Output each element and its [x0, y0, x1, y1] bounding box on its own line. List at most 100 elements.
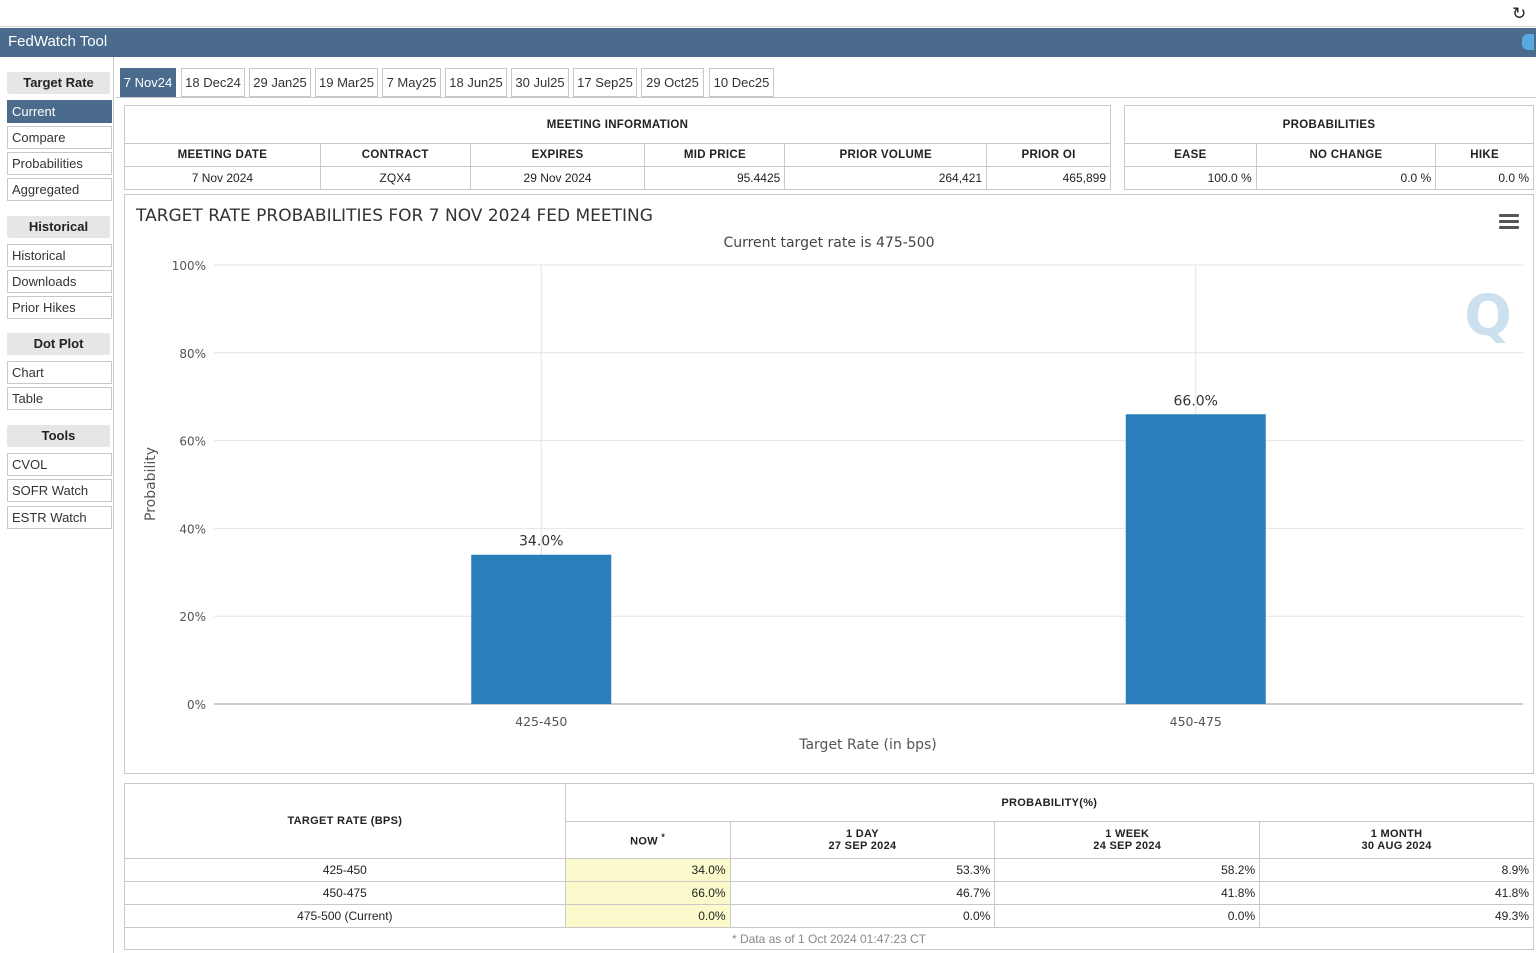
twitter-icon[interactable] — [1522, 34, 1534, 50]
chart-title: TARGET RATE PROBABILITIES FOR 7 NOV 2024… — [135, 206, 653, 226]
meeting-info-caption: MEETING INFORMATION — [124, 105, 1111, 144]
sidebar-item-sofr-watch[interactable]: SOFR Watch — [7, 479, 112, 502]
now-cell: 0.0% — [564, 904, 731, 928]
tab-meeting[interactable]: 10 Dec25 — [709, 68, 774, 97]
browser-strip: ↻ — [0, 0, 1536, 27]
tab-meeting[interactable]: 29 Jan25 — [249, 68, 311, 97]
col-header-1day: 1 DAY 27 SEP 2024 — [729, 821, 996, 859]
prior-volume-value: 264,421 — [784, 166, 988, 190]
tab-meeting[interactable]: 7 Nov24 — [120, 68, 176, 97]
sidebar-item-aggregated[interactable]: Aggregated — [7, 178, 112, 201]
probabilities-caption: PROBABILITIES — [1124, 105, 1534, 144]
col-label: 1 DAY — [846, 828, 879, 840]
target-rate-header: TARGET RATE (BPS) — [124, 783, 566, 859]
value-cell: 8.9% — [1259, 858, 1534, 882]
col-header-now: NOW * — [564, 821, 731, 859]
sidebar-item-estr-watch[interactable]: ESTR Watch — [7, 506, 112, 529]
col-date: 27 SEP 2024 — [828, 840, 897, 852]
rate-cell: 450-475 — [124, 881, 566, 905]
col-date: 24 SEP 2024 — [1093, 840, 1162, 852]
reload-icon[interactable]: ↻ — [1512, 4, 1527, 23]
value-cell: 41.8% — [1259, 881, 1534, 905]
probability-header: PROBABILITY(%) — [564, 783, 1535, 822]
table-row: 450-475 66.0% 46.7% 41.8% 41.8% — [124, 881, 1534, 905]
table-row: 425-450 34.0% 53.3% 58.2% 8.9% — [124, 858, 1534, 882]
sidebar-heading-target-rate: Target Rate — [7, 72, 110, 94]
sidebar-item-chart[interactable]: Chart — [7, 361, 112, 384]
probabilities-table: PROBABILITIES EASE NO CHANGE HIKE 100.0 … — [1124, 105, 1534, 190]
col-header: PRIOR VOLUME — [784, 143, 988, 167]
sidebar-item-compare[interactable]: Compare — [7, 126, 112, 149]
x-axis-title: Target Rate (in bps) — [798, 737, 937, 753]
sidebar-heading-dot-plot: Dot Plot — [7, 333, 110, 355]
col-date: 30 AUG 2024 — [1361, 840, 1432, 852]
now-cell: 66.0% — [564, 881, 731, 905]
contract-value: ZQX4 — [319, 166, 471, 190]
col-header: MEETING DATE — [124, 143, 321, 167]
col-header: NO CHANGE — [1255, 143, 1437, 167]
tab-meeting[interactable]: 19 Mar25 — [315, 68, 378, 97]
col-header: CONTRACT — [319, 143, 471, 167]
y-tick-label: 0% — [187, 698, 206, 712]
col-header: EXPIRES — [469, 143, 646, 167]
sidebar-item-current[interactable]: Current — [7, 100, 112, 123]
tab-meeting[interactable]: 17 Sep25 — [573, 68, 637, 97]
meeting-date-value: 7 Nov 2024 — [124, 166, 321, 190]
y-tick-label: 80% — [179, 347, 206, 361]
bar-450-475[interactable] — [1125, 414, 1266, 704]
sidebar-item-table[interactable]: Table — [7, 387, 112, 410]
y-tick-label: 40% — [179, 522, 206, 536]
col-header-1month: 1 MONTH 30 AUG 2024 — [1259, 821, 1534, 859]
probability-chart: TARGET RATE PROBABILITIES FOR 7 NOV 2024… — [124, 194, 1534, 774]
table-row: 475-500 (Current) 0.0% 0.0% 0.0% 49.3% — [124, 904, 1534, 928]
sidebar: Target Rate Current Compare Probabilitie… — [0, 57, 114, 953]
app-header: FedWatch Tool — [0, 28, 1536, 57]
tab-divider — [116, 97, 1536, 98]
target-rate-table: TARGET RATE (BPS) PROBABILITY(%) NOW * 1… — [124, 783, 1535, 928]
data-label: 66.0% — [1174, 393, 1218, 409]
y-tick-label: 100% — [172, 259, 206, 273]
mid-price-value: 95.4425 — [644, 166, 786, 190]
expires-value: 29 Nov 2024 — [469, 166, 646, 190]
now-footnote-mark: * — [661, 832, 666, 843]
value-cell: 0.0% — [729, 904, 996, 928]
bar-425-450[interactable] — [471, 554, 612, 704]
col-header: PRIOR OI — [986, 143, 1111, 167]
x-tick-label: 425-450 — [515, 714, 567, 729]
y-tick-label: 60% — [179, 435, 206, 449]
chart-menu-icon[interactable] — [1499, 214, 1519, 230]
sidebar-item-historical[interactable]: Historical — [7, 244, 112, 267]
col-header: EASE — [1124, 143, 1257, 167]
value-cell: 58.2% — [994, 858, 1261, 882]
value-cell: 53.3% — [729, 858, 996, 882]
value-cell: 41.8% — [994, 881, 1261, 905]
tab-meeting[interactable]: 18 Jun25 — [445, 68, 507, 97]
tab-meeting[interactable]: 30 Jul25 — [511, 68, 569, 97]
chart-subtitle: Current target rate is 475-500 — [723, 235, 934, 251]
tab-meeting[interactable]: 29 Oct25 — [641, 68, 704, 97]
y-tick-label: 20% — [179, 610, 206, 624]
value-cell: 0.0% — [994, 904, 1261, 928]
col-label: 1 MONTH — [1370, 828, 1423, 840]
rate-cell: 475-500 (Current) — [124, 904, 566, 928]
prior-oi-value: 465,899 — [986, 166, 1111, 190]
x-tick-label: 450-475 — [1170, 714, 1222, 729]
sidebar-item-downloads[interactable]: Downloads — [7, 270, 112, 293]
data-timestamp-footnote: * Data as of 1 Oct 2024 01:47:23 CT — [124, 928, 1534, 950]
value-cell: 46.7% — [729, 881, 996, 905]
sidebar-heading-historical: Historical — [7, 216, 110, 238]
now-cell: 34.0% — [564, 858, 731, 882]
col-header: HIKE — [1435, 143, 1534, 167]
main-content: 7 Nov24 18 Dec24 29 Jan25 19 Mar25 7 May… — [116, 57, 1536, 953]
sidebar-item-prior-hikes[interactable]: Prior Hikes — [7, 296, 112, 319]
sidebar-item-cvol[interactable]: CVOL — [7, 453, 112, 476]
data-label: 34.0% — [519, 534, 563, 550]
ease-value: 100.0 % — [1124, 166, 1257, 190]
app-title: FedWatch Tool — [8, 33, 108, 50]
chart-svg: TARGET RATE PROBABILITIES FOR 7 NOV 2024… — [135, 206, 1523, 753]
col-header: MID PRICE — [644, 143, 786, 167]
tab-meeting[interactable]: 18 Dec24 — [181, 68, 245, 97]
y-axis-title: Probability — [143, 447, 159, 521]
tab-meeting[interactable]: 7 May25 — [382, 68, 441, 97]
sidebar-item-probabilities[interactable]: Probabilities — [7, 152, 112, 175]
